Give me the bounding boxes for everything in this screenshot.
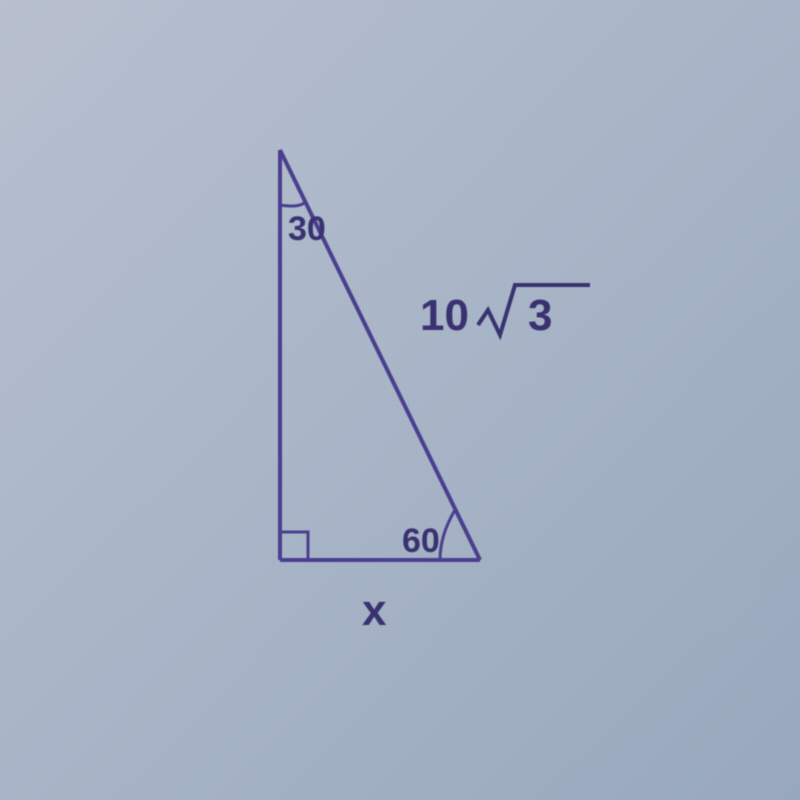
bottom-right-angle-arc [440,510,455,560]
triangle-diagram: 30 60 10 3 x [100,100,700,700]
right-angle-marker [280,532,308,560]
top-angle-label: 30 [288,210,326,248]
hypotenuse-label-group: 10 3 [420,285,590,340]
base-label: x [362,586,387,635]
top-angle-arc [280,202,305,206]
hypotenuse-number: 10 [420,291,469,340]
triangle-svg: 30 60 10 3 x [100,100,700,700]
bottom-right-angle-label: 60 [402,522,440,560]
sqrt-value: 3 [528,291,552,340]
